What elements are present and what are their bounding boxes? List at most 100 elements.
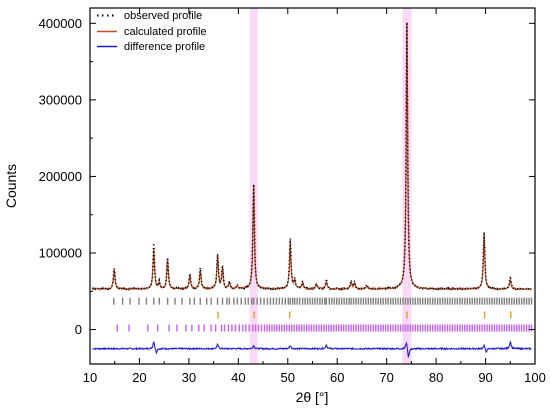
- reflection-mark-2-84: [409, 324, 412, 332]
- reflection-mark-0-65: [357, 297, 360, 305]
- reflection-mark-2-43: [308, 324, 310, 332]
- reflection-mark-0-117: [486, 297, 488, 305]
- reflection-mark-0-80: [394, 297, 397, 305]
- reflection-mark-0-16: [221, 297, 224, 305]
- x-tick-label-5: 60: [330, 370, 344, 385]
- reflection-mark-0-92: [424, 297, 426, 305]
- reflection-mark-2-67: [367, 324, 370, 332]
- reflection-mark-2-114: [483, 324, 486, 332]
- reflection-mark-2-10: [210, 324, 212, 332]
- reflection-mark-0-64: [355, 297, 357, 305]
- reflection-mark-0-113: [476, 297, 478, 305]
- reflection-mark-2-42: [305, 324, 308, 332]
- reflection-mark-1-2: [289, 311, 291, 319]
- reflection-mark-2-21: [251, 324, 254, 332]
- reflection-mark-2-32: [281, 324, 283, 332]
- reflection-mark-0-18: [228, 297, 231, 305]
- reflection-mark-2-131: [525, 324, 528, 332]
- reflection-mark-0-32: [275, 297, 278, 305]
- reflection-mark-2-66: [365, 324, 367, 332]
- reflection-mark-0-30: [269, 297, 272, 305]
- reflection-mark-2-132: [528, 324, 530, 332]
- reflection-mark-0-86: [409, 297, 412, 305]
- x-tick-label-8: 90: [478, 370, 492, 385]
- reflection-mark-0-4: [145, 297, 148, 305]
- reflection-mark-0-125: [506, 297, 508, 305]
- reflection-mark-0-6: [158, 297, 160, 305]
- reflection-mark-0-48: [316, 297, 319, 305]
- reflection-mark-2-69: [372, 324, 375, 332]
- reflection-mark-2-50: [325, 324, 328, 332]
- reflection-mark-2-14: [227, 324, 230, 332]
- reflection-mark-0-123: [501, 297, 503, 305]
- y-tick-label-0: 0: [75, 322, 82, 337]
- reflection-mark-0-58: [340, 297, 343, 305]
- reflection-mark-0-128: [513, 297, 515, 305]
- reflection-mark-2-13: [223, 324, 226, 332]
- x-tick-label-6: 70: [379, 370, 393, 385]
- reflection-mark-0-94: [429, 297, 431, 305]
- reflection-mark-2-18: [242, 324, 244, 332]
- reflection-mark-2-38: [295, 324, 298, 332]
- reflection-mark-2-108: [469, 324, 471, 332]
- reflection-mark-0-95: [431, 297, 434, 305]
- reflection-mark-2-33: [283, 324, 286, 332]
- reflection-mark-2-46: [315, 324, 318, 332]
- reflection-mark-0-79: [392, 297, 394, 305]
- reflection-mark-2-11: [214, 324, 217, 332]
- reflection-mark-0-83: [402, 297, 404, 305]
- reflection-mark-2-107: [466, 324, 468, 332]
- reflection-mark-0-103: [451, 297, 454, 305]
- reflection-mark-2-56: [340, 324, 342, 332]
- reflection-mark-2-58: [345, 324, 347, 332]
- reflection-mark-2-62: [355, 324, 357, 332]
- reflection-mark-2-94: [434, 324, 436, 332]
- reflection-mark-0-40: [296, 297, 298, 305]
- reflection-mark-2-89: [422, 324, 424, 332]
- reflection-mark-0-105: [456, 297, 459, 305]
- reflection-mark-2-75: [387, 324, 389, 332]
- reflection-mark-1-4: [483, 311, 486, 319]
- reflection-mark-2-90: [424, 324, 426, 332]
- reflection-mark-0-8: [174, 297, 176, 305]
- reflection-mark-0-29: [266, 297, 269, 305]
- reflection-mark-2-37: [293, 324, 295, 332]
- reflection-mark-0-34: [281, 297, 284, 305]
- reflection-mark-2-61: [352, 324, 355, 332]
- plot-frame: [89, 7, 536, 365]
- reflection-mark-2-122: [503, 324, 506, 332]
- reflection-mark-0-44: [306, 297, 309, 305]
- reflection-mark-0-50: [321, 297, 324, 305]
- reflection-mark-2-5: [176, 324, 178, 332]
- reflection-mark-0-61: [348, 297, 350, 305]
- reflection-mark-0-82: [399, 297, 402, 305]
- reflection-mark-0-27: [259, 297, 262, 305]
- reflection-mark-2-99: [446, 324, 449, 332]
- reflection-mark-0-66: [360, 297, 362, 305]
- reflection-mark-0-14: [210, 297, 212, 305]
- reflection-mark-0-129: [516, 297, 518, 305]
- reflection-mark-2-55: [338, 324, 340, 332]
- reflection-mark-0-63: [352, 297, 355, 305]
- reflection-mark-0-114: [478, 297, 481, 305]
- reflection-mark-0-49: [319, 297, 321, 305]
- reflection-mark-2-92: [429, 324, 431, 332]
- reflection-mark-2-98: [444, 324, 446, 332]
- reflection-mark-2-6: [185, 324, 187, 332]
- reflection-mark-0-89: [417, 297, 419, 305]
- reflection-mark-0-122: [498, 297, 501, 305]
- reflection-mark-2-16: [234, 324, 237, 332]
- reflection-mark-2-49: [323, 324, 325, 332]
- reflection-mark-0-119: [491, 297, 493, 305]
- reflection-mark-2-28: [271, 324, 273, 332]
- reflection-mark-0-111: [471, 297, 473, 305]
- highlight-band-1: [402, 8, 412, 364]
- reflection-mark-0-69: [367, 297, 370, 305]
- reflection-mark-0-121: [496, 297, 498, 305]
- reflection-mark-0-57: [338, 297, 340, 305]
- legend-label-difference: difference profile: [124, 41, 205, 53]
- reflection-mark-0-41: [298, 297, 301, 305]
- reflection-mark-2-78: [394, 324, 397, 332]
- reflection-mark-0-116: [483, 297, 486, 305]
- reflection-mark-2-72: [380, 324, 382, 332]
